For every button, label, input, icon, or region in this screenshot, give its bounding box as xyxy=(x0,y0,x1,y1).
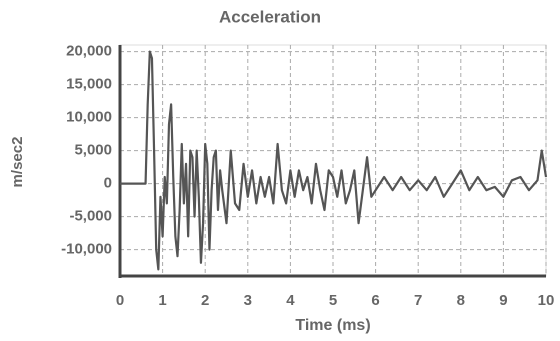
x-tick-label: 0 xyxy=(116,292,124,309)
x-tick-label: 8 xyxy=(457,292,465,309)
y-tick-label: 5,000 xyxy=(74,142,112,159)
x-tick-label: 2 xyxy=(201,292,209,309)
x-tick-label: 7 xyxy=(414,292,422,309)
x-tick-label: 10 xyxy=(538,292,555,309)
y-tick-label: 20,000 xyxy=(66,43,112,60)
x-tick-label: 9 xyxy=(499,292,507,309)
x-tick-label: 5 xyxy=(329,292,337,309)
y-tick-label: 15,000 xyxy=(66,76,112,93)
y-tick-label: 0 xyxy=(104,175,112,192)
y-tick-label: -5,000 xyxy=(69,208,112,225)
data-line xyxy=(120,50,548,271)
y-axis-label: m/sec2 xyxy=(9,137,26,188)
y-tick-label: 10,000 xyxy=(66,109,112,126)
chart-title: Acceleration xyxy=(219,7,321,26)
x-tick-label: 4 xyxy=(286,292,295,309)
x-tick-label: 6 xyxy=(371,292,379,309)
y-tick-label: -10,000 xyxy=(61,241,112,258)
x-tick-label: 1 xyxy=(158,292,166,309)
x-tick-label: 3 xyxy=(244,292,252,309)
x-axis-label: Time (ms) xyxy=(295,317,370,334)
